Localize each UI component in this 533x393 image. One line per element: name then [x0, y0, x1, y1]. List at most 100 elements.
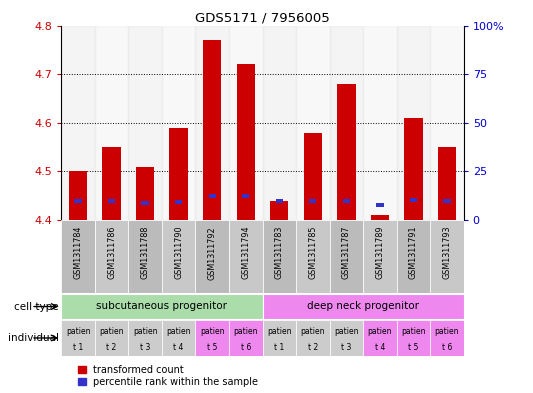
Bar: [262, 320, 296, 356]
Bar: [208, 194, 216, 198]
Bar: [141, 200, 149, 204]
Text: t 1: t 1: [274, 343, 285, 353]
Text: t 1: t 1: [73, 343, 83, 353]
Text: patien: patien: [401, 327, 426, 336]
Bar: [102, 147, 121, 220]
Bar: [296, 320, 329, 356]
Bar: [175, 200, 182, 204]
Bar: [75, 199, 82, 203]
Bar: [162, 320, 196, 356]
Bar: [276, 199, 283, 203]
Text: deep neck progenitor: deep neck progenitor: [307, 301, 419, 311]
Text: patien: patien: [200, 327, 224, 336]
Bar: [430, 320, 464, 356]
Bar: [430, 220, 464, 293]
Bar: [229, 320, 262, 356]
Bar: [363, 220, 397, 293]
Bar: [61, 294, 262, 319]
Text: t 4: t 4: [375, 343, 385, 353]
Bar: [136, 167, 155, 220]
Text: t 3: t 3: [140, 343, 150, 353]
Bar: [329, 26, 363, 220]
Bar: [363, 320, 397, 356]
Bar: [430, 26, 464, 220]
Text: patien: patien: [166, 327, 191, 336]
Bar: [329, 320, 363, 356]
Text: GSM1311787: GSM1311787: [342, 226, 351, 279]
Title: GDS5171 / 7956005: GDS5171 / 7956005: [195, 11, 330, 24]
Text: patien: patien: [66, 327, 90, 336]
Text: patien: patien: [133, 327, 157, 336]
Bar: [237, 64, 255, 220]
Bar: [270, 200, 288, 220]
Text: individual: individual: [7, 333, 59, 343]
Bar: [128, 26, 162, 220]
Text: GSM1311790: GSM1311790: [174, 226, 183, 279]
Text: GSM1311791: GSM1311791: [409, 226, 418, 279]
Bar: [262, 26, 296, 220]
Bar: [343, 199, 350, 203]
Text: patien: patien: [233, 327, 258, 336]
Bar: [229, 220, 262, 293]
Bar: [296, 220, 329, 293]
Bar: [108, 199, 115, 203]
Text: GSM1311789: GSM1311789: [375, 226, 384, 279]
Bar: [196, 320, 229, 356]
Text: t 6: t 6: [442, 343, 452, 353]
Text: patien: patien: [99, 327, 124, 336]
Text: patien: patien: [334, 327, 359, 336]
Bar: [196, 26, 229, 220]
Text: patien: patien: [368, 327, 392, 336]
Text: t 3: t 3: [341, 343, 352, 353]
Text: GSM1311785: GSM1311785: [308, 226, 317, 279]
Bar: [162, 220, 196, 293]
Bar: [162, 26, 196, 220]
Text: t 5: t 5: [207, 343, 217, 353]
Text: patien: patien: [267, 327, 292, 336]
Bar: [329, 220, 363, 293]
Text: subcutaneous progenitor: subcutaneous progenitor: [96, 301, 228, 311]
Bar: [337, 84, 356, 220]
Text: t 5: t 5: [408, 343, 418, 353]
Text: GSM1311784: GSM1311784: [74, 226, 83, 279]
Bar: [61, 26, 95, 220]
Bar: [404, 118, 423, 220]
Bar: [61, 320, 95, 356]
Text: cell type: cell type: [14, 301, 59, 312]
Text: t 6: t 6: [240, 343, 251, 353]
Text: t 4: t 4: [173, 343, 184, 353]
Bar: [304, 132, 322, 220]
Bar: [309, 199, 317, 203]
Text: t 2: t 2: [308, 343, 318, 353]
Bar: [363, 26, 397, 220]
Bar: [443, 199, 450, 203]
Bar: [128, 320, 162, 356]
Bar: [203, 40, 221, 220]
Text: GSM1311794: GSM1311794: [241, 226, 250, 279]
Bar: [410, 198, 417, 202]
Bar: [242, 194, 249, 198]
Bar: [196, 220, 229, 293]
Text: GSM1311783: GSM1311783: [275, 226, 284, 279]
Text: GSM1311792: GSM1311792: [208, 226, 217, 279]
Text: patien: patien: [435, 327, 459, 336]
Bar: [376, 203, 384, 207]
Bar: [61, 220, 95, 293]
Bar: [262, 220, 296, 293]
Bar: [262, 294, 464, 319]
Bar: [69, 171, 87, 220]
Legend: transformed count, percentile rank within the sample: transformed count, percentile rank withi…: [77, 364, 260, 388]
Text: t 2: t 2: [107, 343, 117, 353]
Bar: [397, 26, 430, 220]
Bar: [128, 220, 162, 293]
Bar: [95, 320, 128, 356]
Bar: [397, 320, 430, 356]
Bar: [169, 128, 188, 220]
Bar: [370, 215, 389, 220]
Text: patien: patien: [301, 327, 325, 336]
Bar: [438, 147, 456, 220]
Bar: [229, 26, 262, 220]
Bar: [296, 26, 329, 220]
Text: GSM1311788: GSM1311788: [141, 226, 150, 279]
Bar: [397, 220, 430, 293]
